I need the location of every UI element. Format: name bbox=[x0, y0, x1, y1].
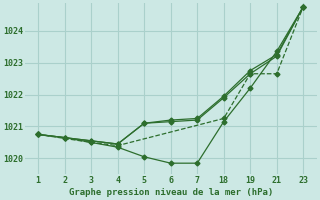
X-axis label: Graphe pression niveau de la mer (hPa): Graphe pression niveau de la mer (hPa) bbox=[68, 188, 273, 197]
